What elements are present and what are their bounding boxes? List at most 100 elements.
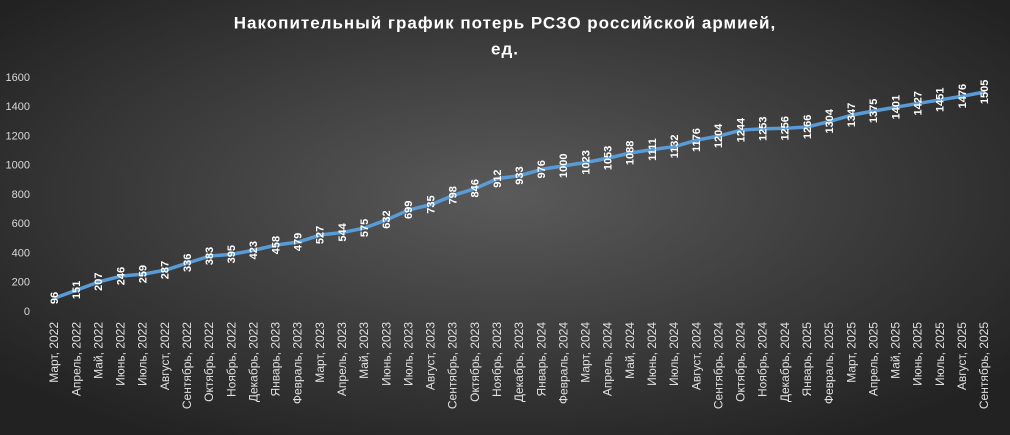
x-tick-label: Март, 2022 <box>47 322 61 383</box>
x-tick-label: Август, 2023 <box>424 322 438 390</box>
x-tick-label: Май, 2022 <box>91 322 105 379</box>
x-tick-label: Февраль, 2025 <box>822 322 836 404</box>
data-label: 1023 <box>580 150 592 174</box>
x-tick-label: Октябрь, 2023 <box>468 322 482 402</box>
data-label: 1244 <box>735 117 747 142</box>
x-tick-label: Ноябрь, 2022 <box>224 322 238 397</box>
data-label: 912 <box>492 169 504 187</box>
chart-title: Накопительный график потерь РСЗО российс… <box>234 13 776 32</box>
x-tick-label: Март, 2023 <box>313 322 327 383</box>
x-tick-label: Сентябрь, 2022 <box>180 322 194 409</box>
y-tick-label: 0 <box>24 306 30 318</box>
data-label: 846 <box>470 179 482 197</box>
x-tick-label: Март, 2025 <box>844 322 858 383</box>
data-label: 1053 <box>602 146 614 170</box>
x-tick-label: Май, 2025 <box>889 322 903 379</box>
data-label: 575 <box>359 219 371 237</box>
data-label: 544 <box>337 222 349 241</box>
y-tick-label: 1000 <box>6 160 30 172</box>
x-tick-label: Апрель, 2023 <box>335 322 349 396</box>
x-tick-label: Август, 2024 <box>689 322 703 390</box>
data-label: 1088 <box>625 141 637 165</box>
data-label: 1304 <box>824 108 836 133</box>
chart-title: ед. <box>491 39 519 58</box>
x-tick-label: Июль, 2025 <box>933 322 947 386</box>
x-tick-label: Январь, 2024 <box>534 322 548 397</box>
data-label: 1253 <box>757 117 769 141</box>
data-label: 1451 <box>935 88 947 112</box>
x-tick-label: Ноябрь, 2024 <box>756 322 770 397</box>
data-label: 699 <box>403 201 415 219</box>
data-label: 527 <box>315 226 327 244</box>
x-tick-label: Июль, 2024 <box>667 322 681 386</box>
data-label: 207 <box>93 273 105 291</box>
data-label: 1256 <box>780 116 792 140</box>
data-label: 1476 <box>957 84 969 108</box>
x-tick-label: Ноябрь, 2023 <box>490 322 504 397</box>
data-label: 1204 <box>713 123 725 148</box>
data-label: 976 <box>536 160 548 178</box>
y-tick-label: 1200 <box>6 130 30 142</box>
y-tick-label: 800 <box>12 189 30 201</box>
x-tick-label: Август, 2022 <box>158 322 172 390</box>
x-tick-label: Июнь, 2025 <box>911 322 925 386</box>
data-label: 1375 <box>868 99 880 123</box>
x-tick-label: Февраль, 2024 <box>556 322 570 404</box>
data-label: 1401 <box>890 95 902 119</box>
series-line <box>54 90 986 300</box>
x-tick-label: Январь, 2023 <box>269 322 283 397</box>
data-label: 96 <box>49 292 61 304</box>
x-tick-label: Август, 2025 <box>955 322 969 390</box>
data-label: 1266 <box>802 115 814 139</box>
x-tick-label: Сентябрь, 2025 <box>977 322 991 409</box>
data-label: 336 <box>182 254 194 272</box>
y-tick-label: 1400 <box>6 101 30 113</box>
x-tick-label: Октябрь, 2022 <box>202 322 216 402</box>
data-label: 287 <box>160 261 172 279</box>
x-tick-label: Июль, 2023 <box>401 322 415 386</box>
x-tick-label: Апрель, 2024 <box>601 322 615 396</box>
x-tick-label: Май, 2023 <box>357 322 371 379</box>
data-label: 735 <box>425 195 437 213</box>
x-tick-label: Апрель, 2022 <box>69 322 83 396</box>
x-tick-label: Июнь, 2024 <box>645 322 659 386</box>
x-tick-label: Апрель, 2025 <box>866 322 880 396</box>
x-tick-label: Сентябрь, 2024 <box>711 322 725 409</box>
data-label: 383 <box>204 247 216 265</box>
data-label: 798 <box>447 186 459 204</box>
y-tick-label: 600 <box>12 218 30 230</box>
x-tick-label: Январь, 2025 <box>800 322 814 397</box>
data-label: 1347 <box>846 103 858 127</box>
data-label: 423 <box>248 241 260 259</box>
x-tick-label: Май, 2024 <box>623 322 637 379</box>
x-tick-label: Февраль, 2023 <box>291 322 305 404</box>
data-label: 1505 <box>979 80 991 104</box>
data-label: 246 <box>115 267 127 285</box>
data-label: 1111 <box>647 138 659 161</box>
x-tick-label: Октябрь, 2024 <box>734 322 748 402</box>
y-tick-label: 400 <box>12 247 30 259</box>
x-tick-label: Июнь, 2023 <box>379 322 393 386</box>
x-tick-label: Сентябрь, 2023 <box>446 322 460 409</box>
x-tick-label: Декабрь, 2022 <box>246 322 260 402</box>
data-label: 395 <box>226 245 238 263</box>
data-label: 632 <box>381 210 393 228</box>
x-tick-label: Июль, 2022 <box>136 322 150 386</box>
data-label: 1176 <box>691 128 703 152</box>
x-tick-label: Июнь, 2022 <box>114 322 128 386</box>
data-label: 458 <box>270 236 282 254</box>
x-tick-label: Декабрь, 2024 <box>778 322 792 402</box>
y-tick-label: 200 <box>12 277 30 289</box>
data-label: 933 <box>514 166 526 184</box>
data-label: 259 <box>137 265 149 283</box>
x-tick-label: Декабрь, 2023 <box>512 322 526 402</box>
data-label: 1000 <box>558 154 570 178</box>
data-label: 1132 <box>669 135 681 159</box>
data-label: 479 <box>292 233 304 251</box>
data-label: 151 <box>71 281 83 299</box>
x-tick-label: Март, 2024 <box>579 322 593 383</box>
y-tick-label: 1600 <box>6 72 30 84</box>
data-label: 1427 <box>912 91 924 115</box>
